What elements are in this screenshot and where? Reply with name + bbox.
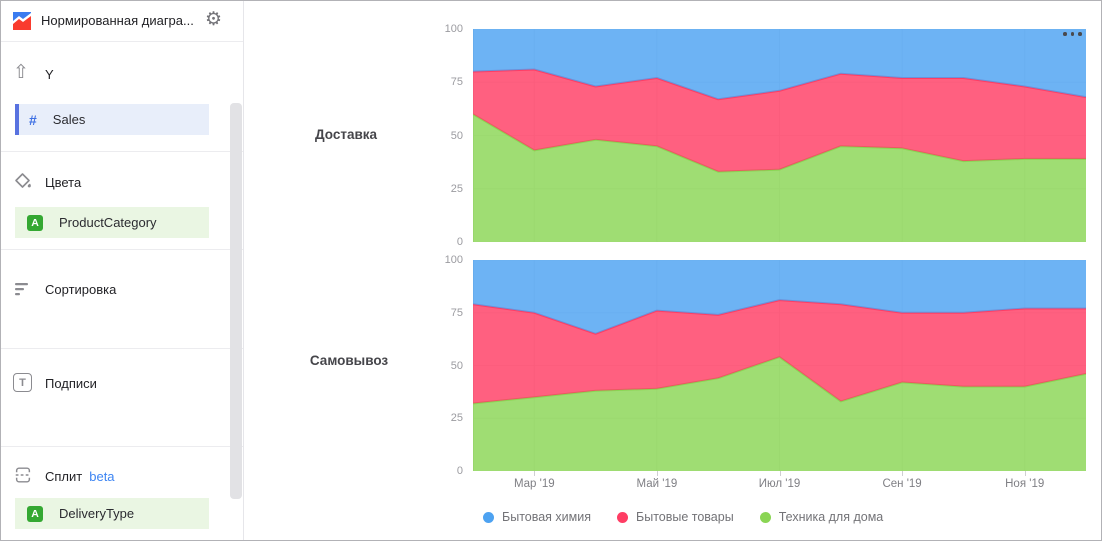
field-pill-deliverytype[interactable]: A DeliveryType <box>15 498 209 529</box>
normalized-area-chart-logo-icon <box>11 10 33 32</box>
section-label-y: Y <box>45 67 54 82</box>
legend-label: Бытовые товары <box>636 510 734 524</box>
y-axis-tick-label: 25 <box>450 412 463 425</box>
divider <box>1 151 243 152</box>
y-axis-tick-label: 75 <box>450 76 463 89</box>
field-pill-sales[interactable]: # Sales <box>15 104 209 135</box>
section-label-sorting: Сортировка <box>45 282 117 297</box>
x-axis-tick-label: Июл '19 <box>758 478 801 490</box>
sidebar-header: Нормированная диагра... ⚙ <box>1 1 243 41</box>
x-axis-tick-mark <box>1024 471 1026 476</box>
number-field-icon: # <box>29 111 37 128</box>
y-axis-tick-label: 50 <box>450 359 463 372</box>
legend-dot-icon <box>617 511 628 523</box>
y-axis-tick-label: 100 <box>444 23 463 35</box>
beta-badge: beta <box>89 469 115 484</box>
x-axis-tick-mark <box>902 471 904 476</box>
divider <box>1 348 243 349</box>
divider <box>1 41 243 42</box>
legend-label: Бытовая химия <box>502 510 591 524</box>
pickup-chart-plot[interactable] <box>473 260 1086 471</box>
area-Техника для дома[interactable] <box>473 114 1086 242</box>
x-axis-tick-label: Сен '19 <box>882 478 922 490</box>
sidebar-scrollbar[interactable] <box>230 103 242 499</box>
legend-item[interactable]: Бытовая химия <box>483 510 591 524</box>
area-Бытовая химия[interactable] <box>473 29 1086 100</box>
area-Техника для дома[interactable] <box>473 357 1086 471</box>
legend-dot-icon <box>483 511 494 523</box>
y-axis-tick-label: 0 <box>456 465 463 477</box>
split-label-text: Сплит <box>45 469 83 484</box>
y-axis-tick-label: 0 <box>456 236 463 248</box>
x-axis-tick-mark <box>534 471 536 476</box>
split-icon <box>15 467 31 483</box>
string-field-icon: A <box>27 214 43 231</box>
x-axis-tick-mark <box>779 471 781 476</box>
kebab-dot <box>1063 32 1067 36</box>
gear-icon[interactable]: ⚙ <box>205 9 223 30</box>
legend-item[interactable]: Бытовые товары <box>617 510 734 524</box>
section-label-colors: Цвета <box>45 175 82 190</box>
y-axis-tick-label: 25 <box>450 182 463 195</box>
y-axis-tick-label: 100 <box>444 254 463 266</box>
string-field-icon: A <box>27 505 43 522</box>
area-Бытовые товары[interactable] <box>473 300 1086 404</box>
y-axis-tick-label: 50 <box>450 129 463 142</box>
x-axis-tick-label: Май '19 <box>636 478 678 490</box>
field-name: ProductCategory <box>59 215 157 230</box>
area-Бытовая химия[interactable] <box>473 260 1086 334</box>
arrow-up-icon: ⇧ <box>13 62 29 83</box>
panel-label-delivery: Доставка <box>314 127 378 142</box>
chart-legend: Бытовая химия Бытовые товары Техника для д… <box>483 510 909 524</box>
x-axis-tick-label: Ноя '19 <box>1005 478 1045 490</box>
legend-label: Техника для дома <box>778 510 884 524</box>
area-Бытовые товары[interactable] <box>473 69 1086 172</box>
sort-bars-icon <box>15 283 28 296</box>
kebab-dot <box>1078 32 1082 36</box>
chart-menu-kebab-icon[interactable] <box>1063 29 1087 39</box>
kebab-dot <box>1070 32 1074 36</box>
x-axis-tick-mark <box>656 471 658 476</box>
field-name: DeliveryType <box>59 506 135 521</box>
field-pill-productcategory[interactable]: A ProductCategory <box>15 207 209 238</box>
panel-label-pickup: Самовывоз <box>309 353 389 368</box>
text-t-icon: T <box>13 373 32 392</box>
delivery-chart-plot[interactable] <box>473 29 1086 242</box>
legend-dot-icon <box>759 511 771 523</box>
section-label-labels: Подписи <box>45 376 97 391</box>
legend-item[interactable]: Техника для дома <box>759 510 884 524</box>
x-axis-tick-label: Мар '19 <box>513 478 555 490</box>
chart-title: Нормированная диагра... <box>41 13 194 28</box>
field-name: Sales <box>52 112 86 127</box>
divider <box>1 446 243 447</box>
sidebar: Нормированная диагра... ⚙ ⇧ Y # Sales Цв… <box>1 1 244 540</box>
section-label-split: Сплит beta <box>45 469 115 484</box>
paint-bucket-icon <box>15 173 31 188</box>
divider <box>1 249 243 250</box>
y-axis-tick-label: 75 <box>450 306 463 319</box>
